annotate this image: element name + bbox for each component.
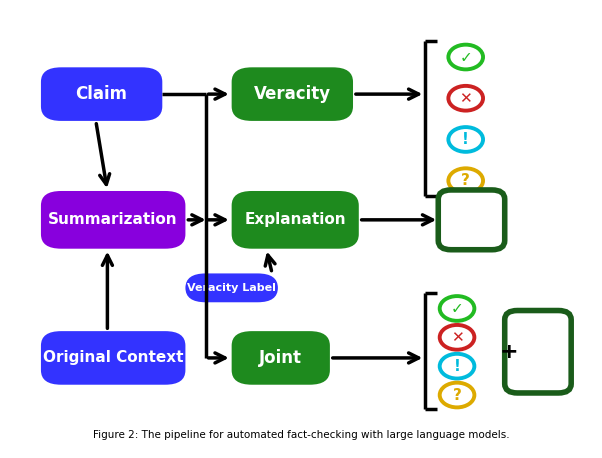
Text: ?: ? bbox=[453, 387, 462, 403]
Text: Explanation: Explanation bbox=[244, 213, 346, 227]
FancyBboxPatch shape bbox=[438, 190, 504, 250]
Circle shape bbox=[439, 354, 474, 378]
Text: Original Context: Original Context bbox=[43, 350, 184, 365]
Circle shape bbox=[439, 325, 474, 350]
FancyBboxPatch shape bbox=[232, 191, 359, 249]
FancyBboxPatch shape bbox=[41, 67, 163, 121]
Circle shape bbox=[448, 86, 483, 110]
Text: Veracity: Veracity bbox=[254, 85, 331, 103]
Text: ✓: ✓ bbox=[459, 49, 472, 65]
FancyBboxPatch shape bbox=[232, 67, 353, 121]
FancyBboxPatch shape bbox=[232, 331, 330, 385]
Circle shape bbox=[439, 296, 474, 321]
Text: +: + bbox=[500, 342, 518, 362]
Text: ✕: ✕ bbox=[451, 330, 464, 345]
Circle shape bbox=[448, 127, 483, 152]
Circle shape bbox=[448, 169, 483, 193]
Text: Veracity Label: Veracity Label bbox=[187, 283, 276, 293]
Text: !: ! bbox=[462, 132, 469, 147]
Text: Joint: Joint bbox=[259, 349, 302, 367]
FancyBboxPatch shape bbox=[41, 191, 185, 249]
Circle shape bbox=[439, 382, 474, 408]
FancyBboxPatch shape bbox=[504, 311, 571, 393]
FancyBboxPatch shape bbox=[185, 273, 278, 302]
Text: !: ! bbox=[453, 359, 461, 374]
Text: ✕: ✕ bbox=[459, 91, 472, 106]
Circle shape bbox=[448, 45, 483, 70]
FancyBboxPatch shape bbox=[41, 331, 185, 385]
Text: Summarization: Summarization bbox=[48, 213, 178, 227]
Text: ?: ? bbox=[461, 173, 470, 188]
Text: Figure 2: The pipeline for automated fact-checking with large language models.: Figure 2: The pipeline for automated fac… bbox=[93, 430, 509, 440]
Text: ✓: ✓ bbox=[451, 301, 464, 316]
Text: Claim: Claim bbox=[76, 85, 128, 103]
